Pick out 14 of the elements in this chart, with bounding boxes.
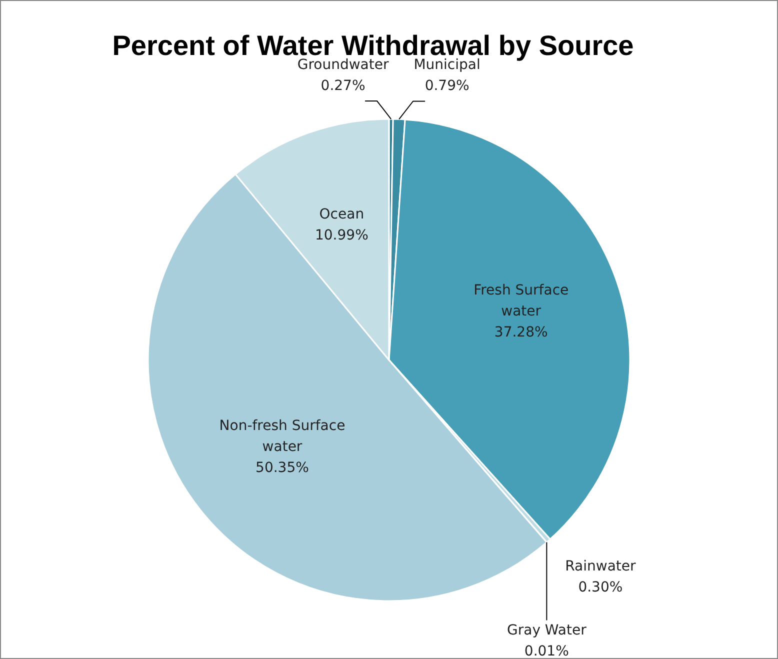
data-label: 10.99% [314, 227, 368, 244]
slice-label: Gray Water [507, 622, 587, 638]
data-label: 0.27% [320, 78, 366, 94]
slice-label: Municipal [414, 57, 480, 74]
slice-label: Non-fresh Surface water [219, 418, 346, 456]
slice-label: Rainwater [565, 558, 636, 575]
data-label: 0.01% [524, 643, 569, 659]
slice-label: Fresh Surface water [474, 282, 569, 320]
data-label: 37.28% [494, 324, 548, 340]
slice-label: Groundwater [297, 57, 389, 74]
slice-label: Ocean [319, 206, 364, 222]
data-label: 0.30% [578, 580, 623, 596]
data-label: 50.35% [256, 460, 309, 476]
data-label: 0.79% [424, 78, 470, 94]
